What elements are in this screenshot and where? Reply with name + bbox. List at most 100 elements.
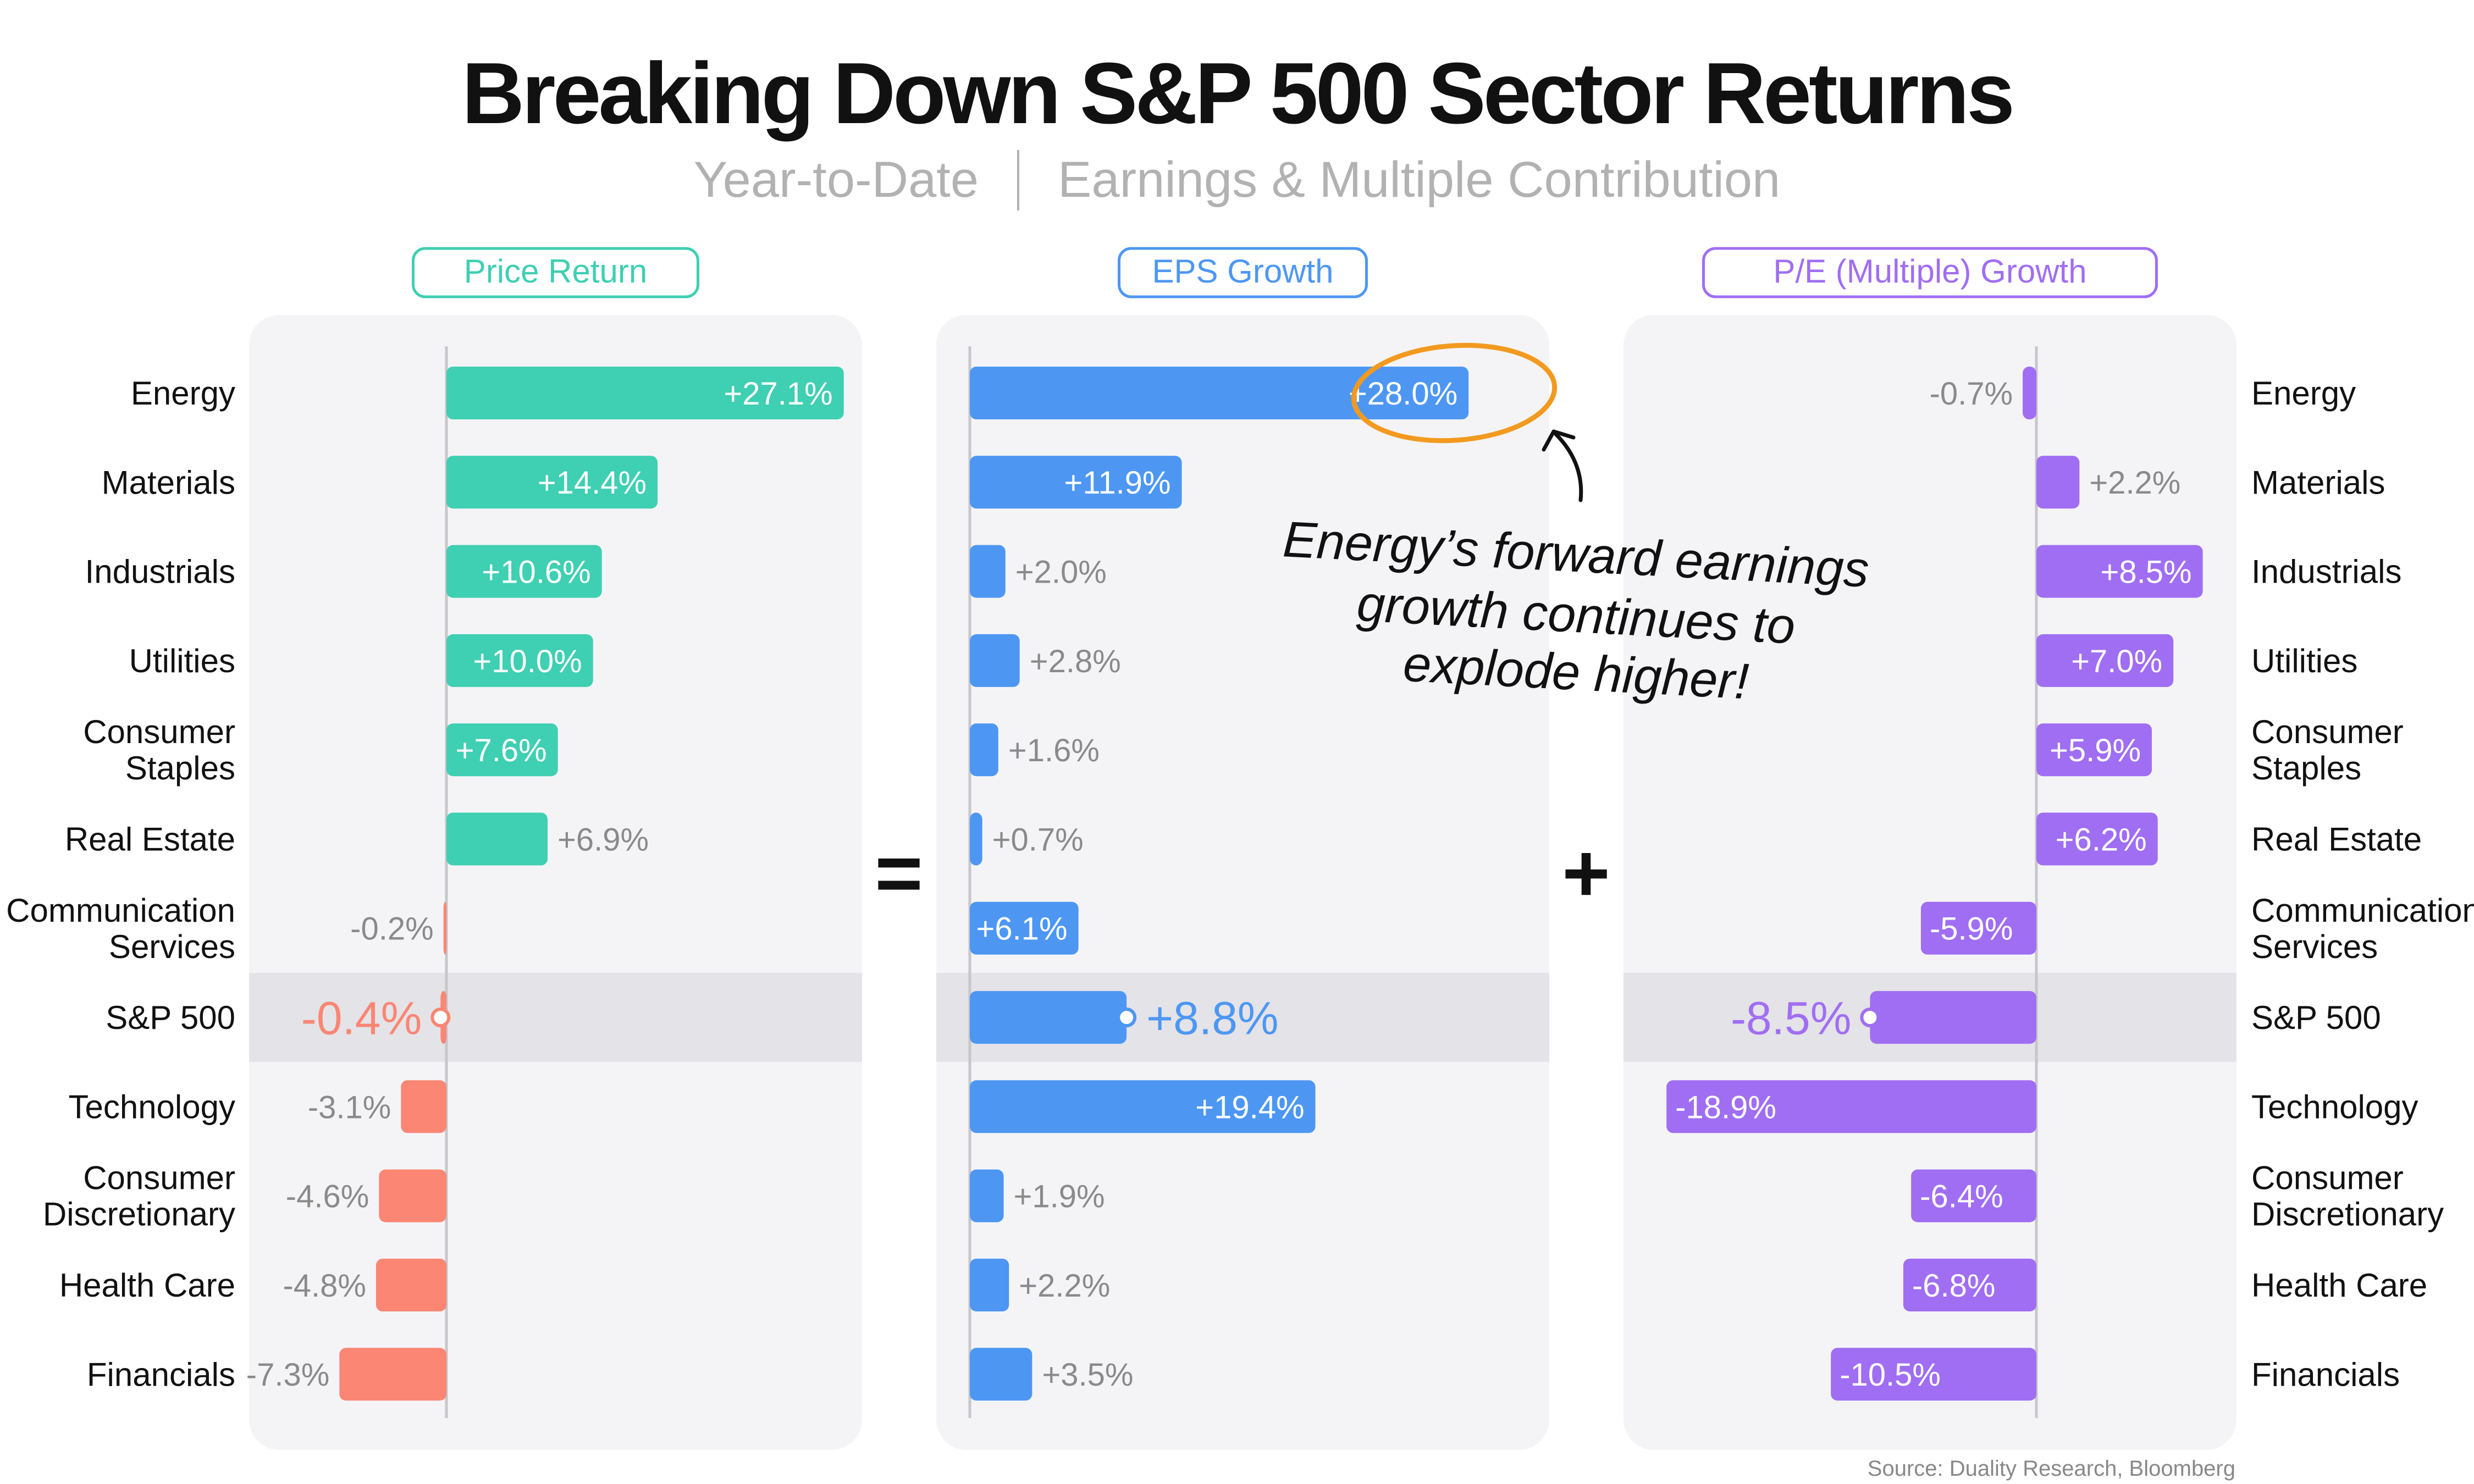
bar-eps-growth-materials — [970, 456, 1182, 509]
value-label-price-return-real-estate: +6.9% — [557, 822, 649, 857]
title: Breaking Down S&P 500 Sector Returns — [462, 45, 2015, 142]
bar-p-e-multiple-growth-consumer-discretionary — [1911, 1169, 2036, 1222]
value-label-price-return-energy: +27.1% — [724, 376, 832, 412]
category-label-line: Staples — [2251, 750, 2361, 787]
panel-title-pill-2 — [1118, 247, 1368, 298]
category-label-right-health-care: Health Care — [2251, 1267, 2427, 1304]
value-label-price-return-consumer-staples: +7.6% — [456, 733, 547, 768]
category-label-left-utilities: Utilities — [129, 643, 235, 679]
bar-eps-growth-health-care — [970, 1259, 1009, 1311]
bar-price-return-utilities — [446, 634, 593, 687]
value-label-p-e-multiple-growth-technology: -18.9% — [1675, 1089, 1776, 1125]
category-label-right-energy: Energy — [2251, 375, 2356, 412]
category-label-right-real-estate: Real Estate — [2251, 821, 2422, 858]
bar-eps-growth-consumer-staples — [970, 723, 998, 777]
category-label-line: Discretionary — [2251, 1196, 2444, 1233]
category-label-line: Consumer — [83, 1160, 235, 1197]
category-label-right-sp-500: S&P 500 — [2251, 999, 2381, 1036]
value-label-price-return-technology: -3.1% — [308, 1089, 391, 1125]
value-label-price-return-health-care: -4.8% — [283, 1268, 366, 1304]
value-label-eps-growth-industrials: +2.0% — [1015, 554, 1107, 590]
value-label-eps-growth-utilities: +2.8% — [1030, 644, 1121, 679]
value-label-price-return-utilities: +10.0% — [473, 644, 582, 679]
equals-operator: = — [875, 827, 923, 919]
bar-price-return-materials — [446, 456, 658, 509]
annotation-arrowhead — [1542, 429, 1576, 452]
category-label-line: Industrials — [2251, 553, 2401, 590]
value-label-eps-growth-energy: +28.0% — [1349, 376, 1457, 412]
category-label-line: Real Estate — [65, 821, 235, 858]
value-label-eps-growth-communication-services: +6.1% — [976, 911, 1068, 947]
category-label-line: Utilities — [129, 643, 235, 679]
endpoint-marker-p-e-multiple-growth — [1860, 1007, 1880, 1028]
bar-eps-growth-energy — [970, 367, 1469, 419]
category-label-left-financials: Financials — [87, 1356, 235, 1393]
value-label-price-return-consumer-discretionary: -4.6% — [286, 1179, 369, 1215]
category-label-line: Energy — [131, 375, 235, 412]
category-label-line: Health Care — [2251, 1267, 2427, 1304]
panel-title-2: EPS Growth — [1152, 253, 1333, 290]
value-label-eps-growth-technology: +19.4% — [1195, 1089, 1304, 1125]
bar-p-e-multiple-growth-energy — [2023, 367, 2036, 419]
category-label-right-consumer-staples: Consumer Staples — [2251, 713, 2404, 787]
category-label-line: Energy — [2251, 375, 2356, 412]
category-label-line: Services — [2251, 928, 2378, 965]
category-label-line: Technology — [68, 1088, 235, 1125]
value-label-p-e-multiple-growth-sp-500: -8.5% — [1731, 992, 1851, 1044]
endpoint-marker-eps-growth — [1117, 1007, 1137, 1028]
bar-eps-growth-technology — [970, 1080, 1316, 1133]
category-label-line: Technology — [2251, 1088, 2418, 1125]
bar-price-return-real-estate — [446, 812, 548, 866]
category-label-line: Utilities — [2251, 643, 2357, 679]
bar-p-e-multiple-growth-utilities — [2036, 634, 2174, 687]
category-label-left-industrials: Industrials — [85, 553, 235, 590]
category-label-line: Financials — [87, 1356, 235, 1393]
panel-eps-growth-bars: +28.0% +11.9% +2.0% +2.8% +1.6% +0.7% +6.1% +8.… — [970, 367, 1469, 1401]
category-label-left-consumer-discretionary: Consumer Discretionary — [43, 1160, 235, 1233]
value-label-p-e-multiple-growth-financials: -10.5% — [1840, 1357, 1941, 1393]
value-label-eps-growth-real-estate: +0.7% — [992, 822, 1084, 857]
subtitle: Year-to-Date Earnings & Multiple Contribu… — [0, 149, 2474, 214]
value-label-p-e-multiple-growth-utilities: +7.0% — [2071, 644, 2162, 679]
value-label-eps-growth-materials: +11.9% — [1064, 465, 1171, 501]
category-label-line: Consumer — [83, 713, 235, 750]
panel-title-1: Price Return — [464, 253, 647, 290]
category-label-right-utilities: Utilities — [2251, 643, 2357, 679]
bar-eps-growth-real-estate — [970, 812, 982, 866]
value-label-price-return-communication-services: -0.2% — [350, 911, 434, 947]
value-label-eps-growth-sp-500: +8.8% — [1146, 992, 1279, 1044]
panel-background-2 — [936, 315, 1549, 1450]
plus-operator: + — [1562, 827, 1610, 919]
value-label-p-e-multiple-growth-real-estate: +6.2% — [2056, 822, 2147, 857]
value-label-p-e-multiple-growth-health-care: -6.8% — [1912, 1268, 1996, 1304]
annotation-arrow — [1554, 432, 1583, 502]
bar-price-return-technology — [401, 1080, 446, 1133]
bar-price-return-consumer-staples — [446, 723, 558, 777]
bar-eps-growth-sp-500 — [970, 991, 1127, 1044]
value-label-p-e-multiple-growth-consumer-discretionary: -6.4% — [1920, 1179, 2003, 1215]
category-label-line: Consumer — [2251, 713, 2404, 750]
category-label-line: Materials — [102, 464, 235, 501]
category-label-line: Communication — [2251, 892, 2474, 929]
category-label-line: Materials — [2251, 464, 2385, 501]
value-label-price-return-industrials: +10.6% — [482, 554, 590, 590]
category-label-line: Discretionary — [43, 1196, 235, 1233]
category-label-right-communication-services: Communication Services — [2251, 892, 2474, 965]
highlight-circle — [1351, 342, 1558, 444]
bar-price-return-financials — [339, 1348, 446, 1401]
bar-price-return-energy — [446, 367, 844, 419]
value-label-p-e-multiple-growth-materials: +2.2% — [2089, 465, 2180, 501]
value-label-eps-growth-financials: +3.5% — [1042, 1357, 1133, 1393]
bar-eps-growth-utilities — [970, 634, 1020, 687]
value-label-eps-growth-consumer-discretionary: +1.9% — [1014, 1179, 1105, 1215]
bar-p-e-multiple-growth-communication-services — [1920, 901, 2036, 955]
category-label-left-sp-500: S&P 500 — [106, 999, 235, 1036]
panel-price-return-bars: +27.1% +14.4% +10.6% +10.0% +7.6% +6.9% -0.2% -… — [246, 367, 844, 1401]
bar-p-e-multiple-growth-real-estate — [2036, 812, 2158, 866]
category-label-right-industrials: Industrials — [2251, 553, 2401, 590]
source-note: Source: Duality Research, Bloomberg — [1867, 1457, 2235, 1481]
panel-title-3: P/E (Multiple) Growth — [1773, 253, 2086, 290]
bar-p-e-multiple-growth-consumer-staples — [2036, 723, 2152, 777]
bar-price-return-communication-services — [443, 901, 446, 955]
category-label-line: S&P 500 — [106, 999, 235, 1036]
